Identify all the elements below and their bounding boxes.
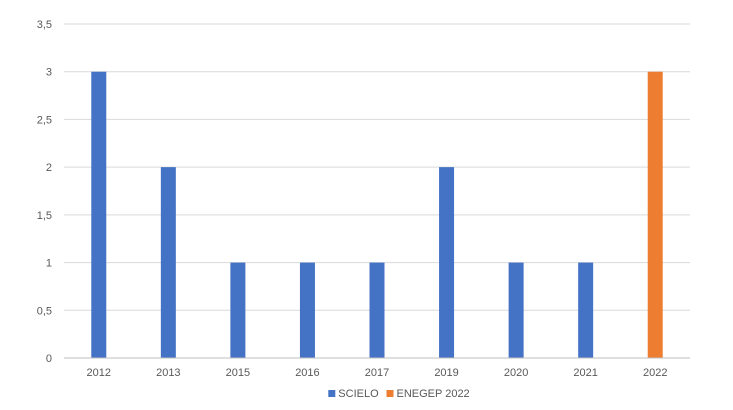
y-tick-label: 3,5 [37,19,52,31]
y-tick-label: 2 [46,162,52,174]
bar-scielo-2016 [299,262,315,358]
legend: SCIELO ENEGEP 2022 [328,388,470,400]
bar-scielo-2013 [160,167,176,358]
y-tick-label: 1 [46,258,52,270]
legend-swatch [386,390,394,397]
bar-scielo-2015 [230,262,246,358]
y-tick-label: 3 [46,67,52,79]
bar-scielo-2019 [439,167,455,358]
bar-scielo-2012 [91,71,107,358]
bar-enegep-2022-2022 [647,71,663,358]
legend-label: SCIELO [338,388,379,400]
x-tick-label: 2020 [504,367,528,379]
y-tick-label: 1,5 [37,210,52,222]
x-tick-label: 2012 [87,367,111,379]
legend-label: ENEGEP 2022 [397,388,470,400]
bar-scielo-2021 [578,262,594,358]
bars [91,71,663,358]
x-axis-tick-labels: 2012 2013 2015 2016 2017 2019 2020 2021 2022 [87,367,668,379]
x-tick-label: 2016 [295,367,319,379]
bar-scielo-2020 [508,262,524,358]
x-tick-label: 2017 [365,367,389,379]
x-tick-label: 2019 [434,367,458,379]
y-tick-label: 2,5 [37,114,52,126]
legend-swatch [328,390,336,397]
y-tick-label: 0 [46,353,52,365]
x-tick-label: 2013 [156,367,180,379]
x-tick-label: 2022 [643,367,667,379]
y-axis-tick-labels: 0 0,5 1 1,5 2 2,5 3 3,5 [37,19,52,365]
y-tick-label: 0,5 [37,305,52,317]
x-tick-label: 2021 [573,367,597,379]
x-tick-label: 2015 [226,367,250,379]
bar-scielo-2017 [369,262,385,358]
